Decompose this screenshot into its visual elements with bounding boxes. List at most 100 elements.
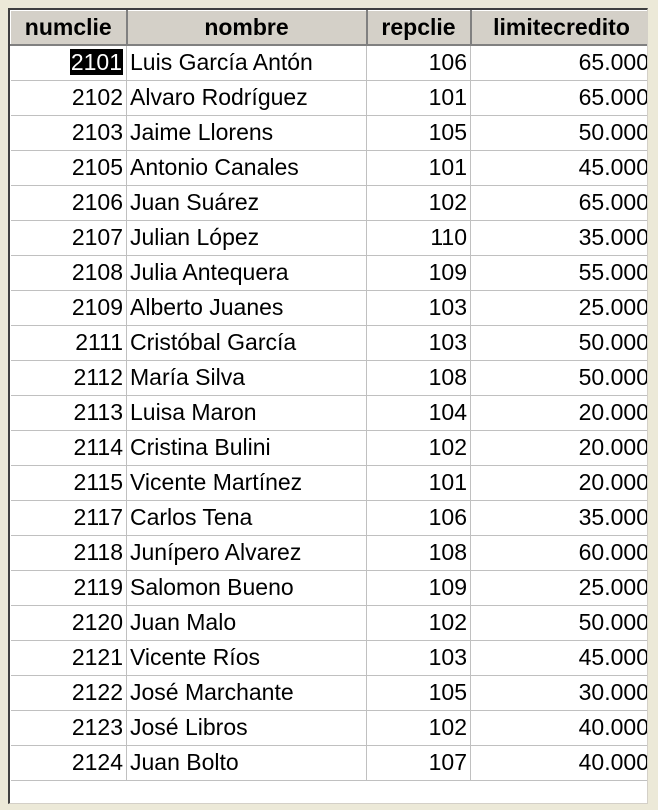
cell-nombre[interactable]: Antonio Canales — [126, 150, 367, 186]
cell-nombre[interactable]: Alvaro Rodríguez — [126, 80, 367, 116]
cell-repclie[interactable]: 109 — [366, 255, 471, 291]
cell-nombre[interactable]: Luis García Antón — [126, 45, 367, 81]
cell-numclie[interactable]: 2121 — [10, 640, 127, 676]
cell-numclie[interactable]: 2102 — [10, 80, 127, 116]
cell-limitecredito[interactable]: 50.000 — [470, 325, 647, 361]
cell-nombre[interactable]: Julian López — [126, 220, 367, 256]
cell-repclie[interactable]: 102 — [366, 430, 471, 466]
cell-repclie[interactable]: 110 — [366, 220, 471, 256]
cell-limitecredito[interactable]: 50.000 — [470, 360, 648, 396]
table-row: 2112 María Silva 108 50.000 — [10, 360, 648, 396]
cell-repclie[interactable]: 101 — [366, 465, 471, 501]
cell-nombre-value: Vicente Ríos — [130, 644, 260, 670]
cell-numclie[interactable]: 2106 — [10, 185, 127, 221]
cell-repclie[interactable]: 108 — [366, 535, 471, 571]
cell-numclie[interactable]: 2117 — [10, 500, 127, 536]
column-header-numclie[interactable]: numclie — [10, 10, 128, 46]
cell-numclie[interactable]: 2114 — [10, 430, 127, 466]
cell-repclie[interactable]: 101 — [366, 150, 471, 186]
cell-repclie[interactable]: 103 — [366, 290, 471, 326]
cell-limitecredito[interactable]: 50.000 — [470, 605, 647, 641]
cell-limitecredito[interactable]: 40.000 — [470, 710, 647, 746]
cell-nombre[interactable]: Carlos Tena — [126, 500, 367, 536]
cell-nombre[interactable]: Luisa Maron — [126, 395, 367, 431]
cell-numclie[interactable]: 2108 — [10, 255, 127, 291]
cell-repclie[interactable]: 101 — [366, 80, 471, 116]
cell-repclie[interactable]: 102 — [366, 710, 471, 746]
cell-repclie[interactable]: 103 — [366, 325, 471, 361]
cell-nombre[interactable]: Cristóbal García — [126, 325, 367, 361]
cell-limitecredito[interactable]: 20.000 — [470, 395, 647, 431]
cell-limitecredito[interactable]: 45.000 — [470, 640, 647, 676]
cell-limitecredito[interactable]: 30.000 — [470, 675, 647, 711]
cell-numclie[interactable]: 2101 — [10, 45, 127, 81]
cell-nombre[interactable]: Cristina Bulini — [126, 430, 367, 466]
cell-nombre[interactable]: Salomon Bueno — [126, 570, 367, 606]
cell-numclie[interactable]: 2105 — [10, 150, 127, 186]
cell-repclie[interactable]: 105 — [366, 115, 471, 151]
cell-numclie[interactable]: 2115 — [10, 465, 127, 501]
cell-nombre-value: Alberto Juanes — [130, 294, 284, 320]
cell-numclie[interactable]: 2107 — [10, 220, 127, 256]
cell-repclie[interactable]: 103 — [366, 640, 471, 676]
column-header-repclie[interactable]: repclie — [366, 10, 472, 46]
table-row: 2103 Jaime Llorens 105 50.000 — [10, 115, 647, 151]
cell-numclie[interactable]: 2103 — [10, 115, 127, 151]
cell-numclie[interactable]: 2118 — [10, 535, 127, 571]
cell-nombre[interactable]: Junípero Alvarez — [126, 535, 367, 571]
cell-numclie-value: 2106 — [71, 189, 123, 215]
cell-repclie[interactable]: 107 — [366, 745, 471, 781]
cell-limitecredito[interactable]: 60.000 — [470, 535, 647, 571]
cell-repclie[interactable]: 105 — [366, 675, 471, 711]
cell-nombre[interactable]: Julia Antequera — [126, 255, 367, 291]
cell-repclie[interactable]: 106 — [366, 45, 471, 81]
cell-limitecredito[interactable]: 40.000 — [470, 745, 647, 781]
cell-numclie[interactable]: 2123 — [10, 710, 127, 746]
table-row: 2121 Vicente Ríos 103 45.000 — [10, 640, 647, 676]
cell-numclie[interactable]: 2122 — [10, 675, 127, 711]
cell-numclie[interactable]: 2111 — [10, 325, 127, 361]
cell-limitecredito[interactable]: 50.000 — [470, 115, 647, 151]
cell-nombre[interactable]: Juan Suárez — [126, 185, 367, 221]
cell-numclie[interactable]: 2124 — [10, 745, 127, 781]
cell-limitecredito[interactable]: 25.000 — [470, 570, 647, 606]
cell-nombre-value: José Marchante — [130, 679, 294, 705]
table-row: 2113 Luisa Maron 104 20.000 — [10, 395, 647, 431]
cell-repclie[interactable]: 102 — [366, 185, 471, 221]
cell-nombre[interactable]: Jaime Llorens — [126, 115, 367, 151]
cell-limitecredito[interactable]: 35.000 — [470, 500, 647, 536]
cell-limitecredito[interactable]: 65.000 — [470, 185, 647, 221]
cell-limitecredito[interactable]: 65.000 — [470, 80, 647, 116]
column-header-nombre[interactable]: nombre — [126, 10, 368, 46]
cell-numclie[interactable]: 2109 — [10, 290, 127, 326]
cell-nombre-value: Alvaro Rodríguez — [130, 84, 308, 110]
cell-limitecredito-value: 55.000 — [578, 259, 648, 285]
cell-nombre[interactable]: Juan Malo — [126, 605, 367, 641]
cell-nombre[interactable]: Alberto Juanes — [126, 290, 367, 326]
cell-limitecredito[interactable]: 25.000 — [470, 290, 647, 326]
cell-repclie[interactable]: 104 — [366, 395, 471, 431]
cell-numclie[interactable]: 2113 — [10, 395, 127, 431]
column-header-limitecredito[interactable]: limitecredito — [470, 10, 647, 46]
cell-nombre[interactable]: Vicente Ríos — [126, 640, 367, 676]
cell-limitecredito[interactable]: 20.000 — [470, 430, 647, 466]
cell-numclie[interactable]: 2119 — [10, 570, 127, 606]
cell-limitecredito[interactable]: 20.000 — [470, 465, 647, 501]
cell-limitecredito[interactable]: 55.000 — [470, 255, 648, 291]
cell-numclie[interactable]: 2112 — [10, 360, 127, 396]
cell-numclie[interactable]: 2120 — [10, 605, 127, 641]
cell-nombre[interactable]: María Silva — [126, 360, 367, 396]
cell-repclie[interactable]: 106 — [366, 500, 471, 536]
cell-repclie[interactable]: 102 — [366, 605, 471, 641]
cell-limitecredito[interactable]: 45.000 — [470, 150, 647, 186]
cell-nombre[interactable]: José Marchante — [126, 675, 367, 711]
cell-repclie[interactable]: 108 — [366, 360, 471, 396]
cell-nombre[interactable]: José Libros — [126, 710, 367, 746]
cell-repclie[interactable]: 109 — [366, 570, 471, 606]
cell-limitecredito[interactable]: 65.000 — [470, 45, 647, 81]
cell-nombre[interactable]: Juan Bolto — [126, 745, 367, 781]
cell-limitecredito[interactable]: 35.000 — [470, 220, 647, 256]
cell-numclie-value: 2119 — [73, 574, 123, 600]
cell-limitecredito-value: 50.000 — [578, 364, 648, 390]
cell-nombre[interactable]: Vicente Martínez — [126, 465, 367, 501]
